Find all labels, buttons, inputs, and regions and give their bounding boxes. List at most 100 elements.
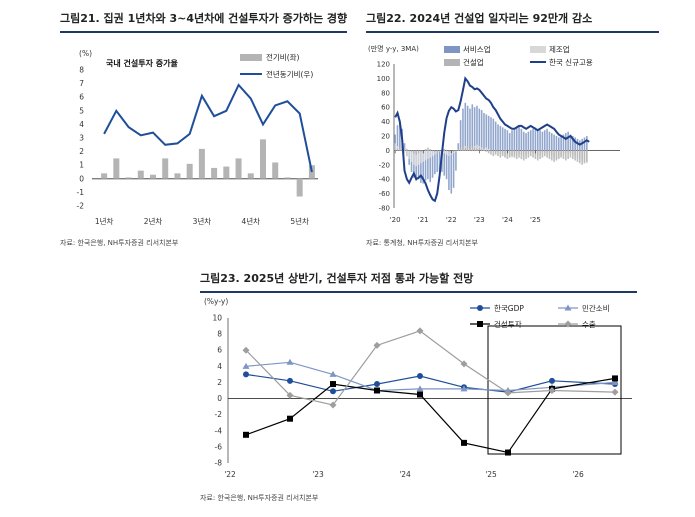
figure-22-title: 그림22. 2024년 건설업 일자리는 92만개 감소 xyxy=(366,12,593,25)
bar-services xyxy=(550,133,553,151)
legend-label: 건설투자 xyxy=(494,319,522,329)
bar-manufacturing xyxy=(445,150,448,155)
y-tick-label: 6 xyxy=(217,346,222,355)
point-exports xyxy=(373,341,381,349)
bar-qoq xyxy=(247,173,254,179)
bar-construction xyxy=(506,150,509,160)
bar-construction xyxy=(469,144,471,151)
bar-services xyxy=(476,105,478,151)
point-construction xyxy=(330,381,336,388)
bar-construction xyxy=(487,150,490,154)
bar-construction xyxy=(429,148,432,151)
chart-annotation: 국내 건설투자 증가율 xyxy=(106,58,178,68)
point-exports xyxy=(504,389,512,397)
x-tick-label: '23 xyxy=(312,470,324,479)
bar-construction xyxy=(583,150,586,164)
bar-services xyxy=(525,133,527,151)
bar-services xyxy=(569,134,572,151)
y-tick-label: -4 xyxy=(215,426,223,435)
bar-services xyxy=(508,133,511,151)
bar-services xyxy=(473,107,476,151)
bar-services xyxy=(434,150,436,175)
y-tick-label: 120 xyxy=(377,61,390,69)
y-tick-label: 4 xyxy=(79,120,84,129)
bar-qoq xyxy=(162,158,169,179)
bar-manufacturing xyxy=(422,150,425,162)
bar-services xyxy=(534,127,537,151)
point-gdp xyxy=(417,373,423,379)
legend-marker-construction xyxy=(477,321,483,327)
bar-services xyxy=(420,150,422,183)
bar-manufacturing xyxy=(394,143,396,151)
bar-construction xyxy=(553,150,555,162)
bar-construction xyxy=(424,148,427,151)
bar-services xyxy=(581,138,583,151)
bar-manufacturing xyxy=(429,150,432,158)
point-exports xyxy=(329,401,337,409)
bar-manufacturing xyxy=(408,150,410,160)
line-construction xyxy=(245,377,616,454)
point-construction xyxy=(287,415,293,422)
bar-services xyxy=(576,138,579,151)
bar-manufacturing xyxy=(420,150,422,164)
bar-services xyxy=(546,128,548,151)
bar-manufacturing xyxy=(443,150,446,154)
y-tick-label: -40 xyxy=(379,176,390,184)
y-axis-unit: (%y-y) xyxy=(204,297,228,306)
figure-23-source: 자료: 한국은행, NH투자증권 리서치본부 xyxy=(200,494,319,502)
figure-23-title-rule xyxy=(200,291,637,293)
bar-construction xyxy=(581,150,583,165)
line-yoy xyxy=(103,83,313,173)
bar-construction xyxy=(436,150,439,154)
bar-services xyxy=(452,150,455,188)
bar-manufacturing xyxy=(485,147,488,151)
y-tick-label: -20 xyxy=(379,161,390,169)
bar-construction xyxy=(562,150,565,160)
bar-construction xyxy=(532,150,534,158)
bar-construction xyxy=(504,150,506,158)
y-tick-label: 60 xyxy=(381,104,390,112)
bar-services xyxy=(483,112,485,151)
legend-label: 제조업 xyxy=(549,45,570,54)
line-consumption xyxy=(245,361,616,392)
bar-construction xyxy=(464,147,467,151)
bar-construction xyxy=(406,148,408,151)
point-gdp xyxy=(243,371,249,378)
bar-construction xyxy=(520,150,523,160)
x-tick-label: '23 xyxy=(474,216,485,224)
y-tick-label: 4 xyxy=(217,362,222,371)
bar-services xyxy=(445,150,448,180)
x-tick-label: 4년차 xyxy=(241,216,260,226)
line-exports xyxy=(245,330,616,406)
bar-services xyxy=(567,131,569,151)
point-consumption xyxy=(286,358,294,365)
bar-construction xyxy=(490,150,492,155)
bar-services xyxy=(480,110,483,151)
bar-construction xyxy=(508,150,511,158)
bar-services xyxy=(427,150,429,180)
y-tick-label: 8 xyxy=(79,66,84,75)
point-exports xyxy=(242,346,250,354)
bar-services xyxy=(586,136,588,151)
bar-construction xyxy=(399,147,401,151)
bar-construction xyxy=(417,150,420,154)
bar-services xyxy=(422,150,425,184)
bar-manufacturing xyxy=(483,148,485,151)
bar-construction xyxy=(543,150,546,157)
bar-manufacturing xyxy=(427,150,429,160)
bar-construction xyxy=(548,150,551,160)
legend-label: 전년동기비(우) xyxy=(266,69,313,79)
bar-construction xyxy=(420,150,422,152)
bar-services xyxy=(504,128,506,151)
legend-label: 수출 xyxy=(582,319,596,329)
bar-construction xyxy=(466,146,469,151)
legend-label: 건설업 xyxy=(463,57,484,67)
point-gdp xyxy=(549,377,555,384)
bar-construction xyxy=(529,150,532,157)
bar-manufacturing xyxy=(480,147,483,151)
bar-services xyxy=(396,125,399,151)
bar-services xyxy=(459,120,462,151)
bar-services xyxy=(520,128,523,151)
x-tick-label: '26 xyxy=(572,470,584,479)
bar-construction xyxy=(471,146,474,151)
